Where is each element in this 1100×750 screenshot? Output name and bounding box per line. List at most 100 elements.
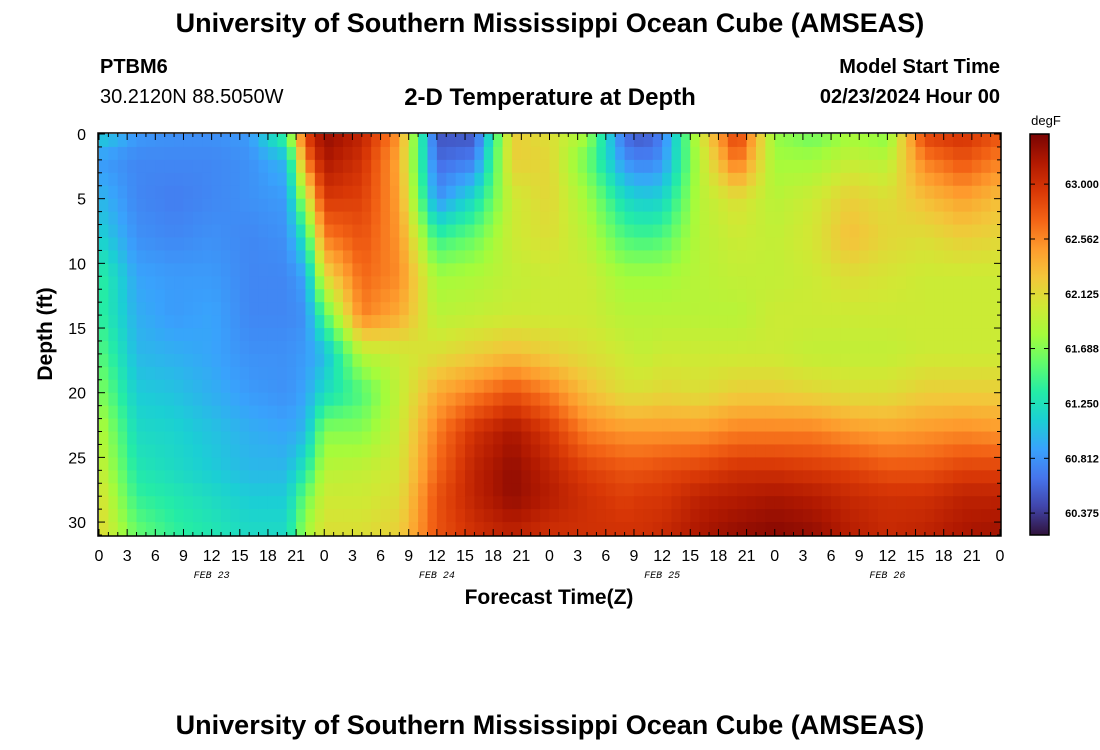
heatmap-cell [680, 509, 691, 523]
heatmap-cell [493, 211, 504, 226]
heatmap-cell [596, 496, 607, 510]
heatmap-cell [755, 224, 766, 239]
heatmap-cell [230, 470, 241, 484]
heatmap-cell [183, 379, 194, 394]
heatmap-cell [737, 496, 748, 510]
heatmap-cell [671, 172, 682, 187]
heatmap-cell [474, 276, 485, 290]
heatmap-cell [117, 366, 128, 381]
heatmap-cell [774, 302, 785, 316]
heatmap-cell [624, 224, 635, 239]
heatmap-cell [540, 289, 551, 303]
heatmap-cell [108, 172, 119, 187]
heatmap-cell [145, 302, 156, 316]
heatmap-cell [793, 250, 804, 264]
heatmap-cell [277, 431, 288, 446]
heatmap-cell [305, 276, 316, 290]
heatmap-cell [108, 457, 119, 471]
heatmap-cell [812, 470, 823, 484]
heatmap-cell [399, 276, 410, 290]
heatmap-cell [831, 159, 842, 174]
heatmap-cell [155, 146, 166, 161]
heatmap-cell [183, 328, 194, 342]
heatmap-cell [671, 418, 682, 433]
heatmap-cell [887, 366, 898, 381]
heatmap-cell [446, 392, 457, 407]
heatmap-cell [680, 405, 691, 420]
heatmap-cell [784, 418, 795, 433]
heatmap-cell [868, 224, 879, 239]
heatmap-cell [812, 289, 823, 303]
heatmap-cell [455, 418, 466, 433]
heatmap-cell [596, 340, 607, 355]
heatmap-cell [436, 444, 447, 458]
heatmap-cell [155, 263, 166, 277]
heatmap-cell [877, 496, 888, 510]
heatmap-cell [399, 237, 410, 252]
heatmap-cell [709, 522, 720, 536]
heatmap-cell [906, 353, 917, 368]
heatmap-cell [915, 237, 926, 252]
heatmap-cell [483, 134, 494, 148]
heatmap-cell [549, 250, 560, 264]
heatmap-cell [258, 496, 269, 510]
heatmap-cell [352, 172, 363, 187]
heatmap-cell [558, 509, 569, 523]
heatmap-cell [652, 185, 663, 200]
heatmap-cell [221, 457, 231, 471]
heatmap-cell [249, 172, 260, 187]
heatmap-cell [145, 185, 156, 200]
heatmap-cell [408, 224, 419, 239]
heatmap-cell [587, 159, 598, 174]
heatmap-cell [174, 276, 185, 290]
heatmap-cell [474, 185, 485, 200]
heatmap-cell [361, 276, 372, 290]
heatmap-cell [633, 509, 644, 523]
heatmap-cell [652, 496, 663, 510]
heatmap-cell [127, 522, 138, 536]
heatmap-cell [755, 185, 766, 200]
heatmap-cell [568, 405, 579, 420]
heatmap-cell [558, 392, 569, 407]
heatmap-cell [981, 276, 992, 290]
x-tick-label: 21 [738, 548, 756, 565]
heatmap-cell [258, 509, 269, 523]
heatmap-cell [418, 263, 429, 277]
heatmap-cell [296, 224, 307, 239]
heatmap-cell [943, 289, 954, 303]
heatmap-cell [868, 146, 879, 161]
heatmap-cell [296, 146, 307, 161]
heatmap-cell [211, 340, 222, 355]
heatmap-cell [671, 509, 682, 523]
heatmap-cell [821, 340, 832, 355]
heatmap-cell [465, 237, 476, 252]
heatmap-cell [784, 302, 795, 316]
heatmap-cell [934, 366, 945, 381]
heatmap-cell [389, 457, 400, 471]
heatmap-cell [521, 134, 532, 148]
heatmap-cell [934, 185, 945, 200]
heatmap-cell [662, 328, 673, 342]
heatmap-cell [652, 315, 663, 329]
heatmap-cell [549, 237, 560, 252]
heatmap-cell [662, 522, 673, 536]
heatmap-cell [877, 302, 888, 316]
x-axis-title: Forecast Time(Z) [465, 586, 634, 609]
heatmap-cell [887, 302, 898, 316]
heatmap-cell [305, 457, 316, 471]
colorbar-unit: degF [1031, 113, 1061, 128]
heatmap-cell [446, 340, 457, 355]
heatmap-cell [343, 302, 354, 316]
heatmap-cell [530, 198, 541, 213]
heatmap-cell [436, 185, 447, 200]
heatmap-cell [662, 250, 673, 264]
heatmap-cell [408, 315, 419, 329]
heatmap-cell [802, 496, 813, 510]
heatmap-cell [333, 159, 344, 174]
heatmap-cell [427, 483, 438, 497]
heatmap-cell [624, 198, 635, 213]
heatmap-cell [155, 405, 166, 420]
heatmap-cell [296, 211, 307, 226]
heatmap-cell [239, 159, 250, 174]
heatmap-cell [483, 431, 494, 446]
